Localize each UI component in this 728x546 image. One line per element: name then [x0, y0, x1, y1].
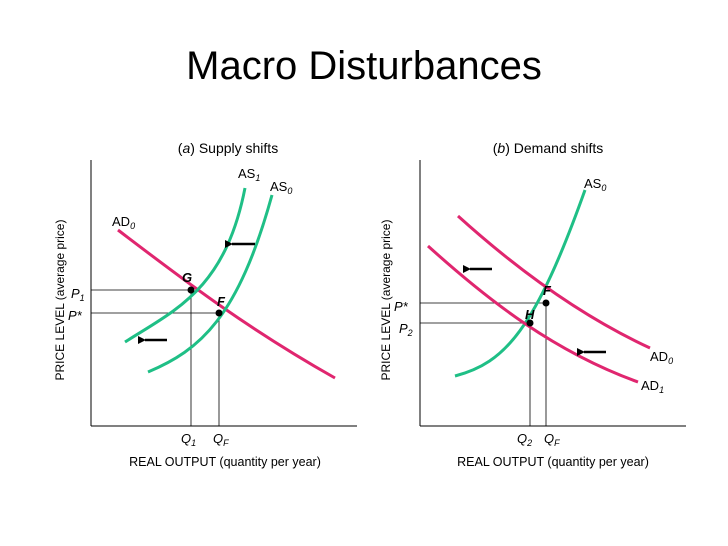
panel-a-q1-label: Q1	[181, 431, 196, 448]
panel-b-p2-label: P2	[399, 321, 413, 338]
panel-a-qf-label: QF	[213, 431, 229, 448]
panel-b-y-axis-label: PRICE LEVEL (average price)	[379, 220, 393, 381]
panel-a: (a) Supply shifts PRICE LEVEL (average p…	[53, 140, 357, 469]
panel-b-ad1-label: AD1	[641, 378, 664, 395]
panel-b-point-h	[526, 319, 534, 327]
panel-a-x-axis-label: REAL OUTPUT (quantity per year)	[129, 455, 321, 469]
panel-a-as1-curve	[124, 187, 247, 344]
panel-a-point-f-label: F	[217, 294, 226, 309]
panel-a-caption: (a) Supply shifts	[178, 140, 278, 156]
panel-b-ad0-curve	[456, 214, 651, 350]
panel-b-x-axis-label: REAL OUTPUT (quantity per year)	[457, 455, 649, 469]
panel-b-pstar-label: P*	[394, 299, 409, 314]
panel-a-point-g	[187, 286, 195, 294]
panel-a-y-axis-label: PRICE LEVEL (average price)	[53, 220, 67, 381]
panel-a-p1-label: P1	[71, 286, 85, 303]
panel-b-point-h-label: H	[525, 307, 535, 322]
panel-b-as0-label: AS0	[584, 176, 606, 193]
panel-a-ad0-curve	[117, 228, 336, 380]
panel-b-point-f-label: F	[543, 283, 552, 298]
panel-b-q2-label: Q2	[517, 431, 532, 448]
panel-b-ad0-label: AD0	[650, 349, 673, 366]
panel-b-as0-curve	[454, 189, 587, 378]
panel-b-ad1-curve	[426, 244, 639, 384]
panel-b-qf-label: QF	[544, 431, 560, 448]
slide-title: Macro Disturbances	[186, 44, 542, 88]
panel-a-as1-label: AS1	[238, 166, 260, 183]
panel-b: (b) Demand shifts PRICE LEVEL (average p…	[379, 140, 686, 469]
panel-a-point-f	[215, 309, 223, 317]
panel-a-pstar-label: P*	[68, 308, 83, 323]
panel-a-as0-label: AS0	[270, 179, 292, 196]
panel-a-as0-curve	[147, 194, 274, 374]
panel-b-point-f	[542, 299, 550, 307]
panel-b-caption: (b) Demand shifts	[493, 140, 604, 156]
panel-a-point-g-label: G	[182, 270, 192, 285]
panel-a-ad0-label: AD0	[112, 214, 135, 231]
